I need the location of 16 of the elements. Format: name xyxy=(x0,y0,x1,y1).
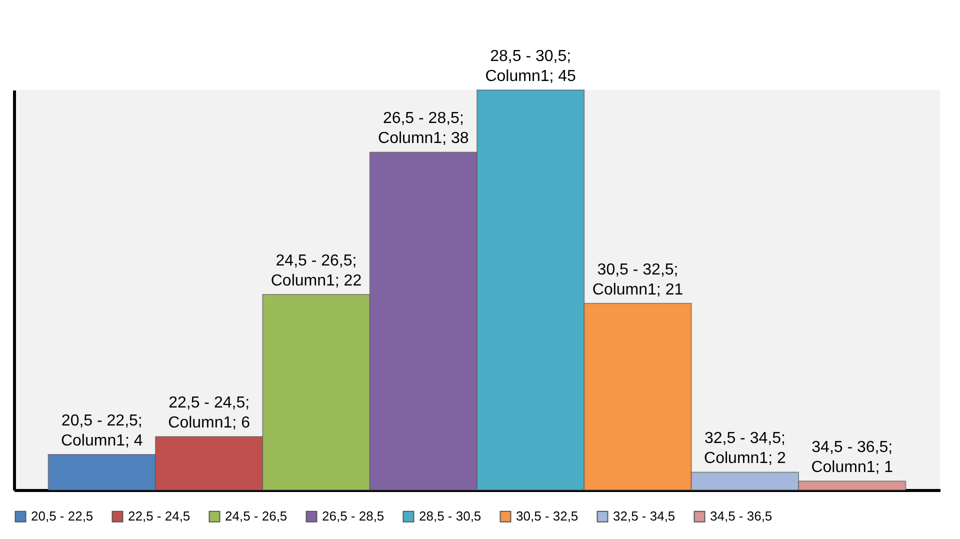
data-label: 24,5 - 26,5; Column1; 22 xyxy=(270,252,362,290)
legend-label: 30,5 - 32,5 xyxy=(516,508,578,524)
legend-label: 28,5 - 30,5 xyxy=(419,508,482,524)
data-label: 30,5 - 32,5; Column1; 21 xyxy=(592,261,684,298)
data-label: 34,5 - 36,5; Column1; 1 xyxy=(811,439,894,476)
legend-label: 32,5 - 34,5 xyxy=(613,508,676,524)
legend-label: 26,5 - 28,5 xyxy=(322,508,384,524)
legend-label: 34,5 - 36,5 xyxy=(710,508,772,524)
data-label: 28,5 - 30,5; Column1; 45 xyxy=(485,48,576,85)
data-label: 26,5 - 28,5; Column1; 38 xyxy=(378,110,469,148)
data-label: 32,5 - 34,5; Column1; 2 xyxy=(704,430,786,468)
legend-label: 22,5 - 24,5 xyxy=(128,508,190,524)
legend-label: 20,5 - 22,5 xyxy=(31,508,94,524)
legend-label: 24,5 - 26,5 xyxy=(225,508,288,524)
data-label: 22,5 - 24,5; Column1; 6 xyxy=(168,394,250,432)
data-label: 20,5 - 22,5; Column1; 4 xyxy=(60,412,143,450)
